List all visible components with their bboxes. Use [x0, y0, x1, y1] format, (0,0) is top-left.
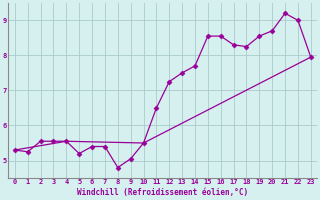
X-axis label: Windchill (Refroidissement éolien,°C): Windchill (Refroidissement éolien,°C) [77, 188, 248, 197]
